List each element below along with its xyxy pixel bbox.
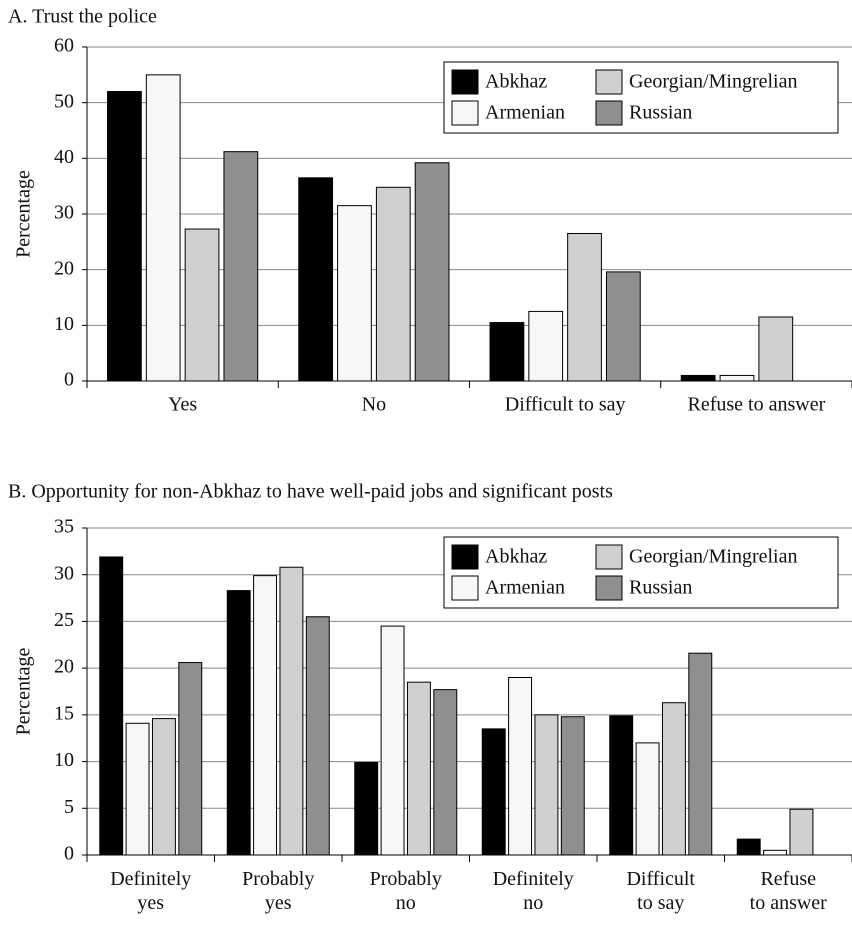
y-tick-label: 35 (54, 516, 74, 538)
bar (125, 722, 150, 856)
bar (99, 556, 124, 856)
legend-label: Russian (629, 577, 692, 599)
legend-swatch (595, 100, 623, 126)
bar (567, 232, 602, 382)
legend-swatch (451, 575, 479, 601)
y-tick-label: 5 (64, 796, 74, 818)
legend-box (443, 536, 839, 609)
bar (609, 715, 634, 856)
bar (305, 616, 330, 856)
y-axis-label: Percentage (13, 648, 35, 736)
y-tick-label: 40 (54, 146, 74, 168)
bar (661, 702, 686, 856)
x-tick-label: Yes (168, 394, 197, 416)
bar (298, 177, 334, 382)
bar (406, 681, 431, 856)
x-tick-label: No (362, 394, 386, 416)
y-tick-label: 10 (54, 749, 74, 771)
bar (481, 728, 506, 856)
x-tick-label: Definitely yes (110, 868, 191, 914)
y-tick-label: 20 (54, 656, 74, 678)
x-tick-label: Refuse to answer (688, 394, 826, 416)
bar (226, 590, 251, 856)
y-tick-label: 10 (54, 313, 74, 335)
bar (279, 566, 304, 856)
legend-box (443, 61, 839, 134)
bar (635, 742, 660, 856)
legend-swatch (595, 69, 623, 95)
bar (433, 689, 458, 856)
bar (528, 310, 564, 382)
bar (354, 762, 379, 856)
legend-label: Georgian/Mingrelian (629, 546, 797, 568)
bar (534, 714, 559, 856)
y-axis-label: Percentage (13, 170, 35, 258)
bar (380, 625, 405, 856)
bar (337, 205, 372, 382)
bar (107, 91, 142, 382)
bar (719, 374, 755, 382)
bar (508, 676, 533, 856)
bar (789, 808, 814, 856)
y-tick-label: 20 (54, 257, 74, 279)
legend-swatch (595, 544, 623, 570)
y-tick-label: 15 (54, 702, 74, 724)
legend-label: Abkhaz (485, 546, 547, 568)
chart-title: B. Opportunity for non-Abkhaz to have we… (8, 481, 613, 503)
bar (605, 271, 641, 382)
x-tick-label: Definitely no (493, 868, 574, 914)
bar (223, 151, 259, 382)
legend-label: Georgian/Mingrelian (629, 71, 797, 93)
legend-swatch (451, 544, 479, 570)
bar (680, 374, 716, 382)
chart-title: A. Trust the police (8, 6, 157, 28)
bar (375, 186, 411, 382)
bar (763, 849, 788, 856)
legend-swatch (595, 575, 623, 601)
bar (560, 716, 585, 856)
bar (688, 652, 713, 856)
y-tick-label: 30 (54, 202, 74, 224)
bar (184, 228, 220, 382)
x-tick-label: Refuse to answer (750, 868, 828, 914)
legend-label: Abkhaz (485, 71, 547, 93)
y-tick-label: 25 (54, 609, 74, 631)
legend-label: Russian (629, 102, 692, 124)
bar (489, 322, 525, 382)
y-tick-label: 0 (64, 369, 74, 391)
bar (253, 575, 278, 856)
y-tick-label: 50 (54, 90, 74, 112)
x-tick-label: Difficult to say (505, 394, 626, 416)
x-tick-label: Probably no (370, 868, 442, 914)
legend-swatch (451, 100, 479, 126)
x-tick-label: Probably yes (242, 868, 314, 914)
legend-label: Armenian (485, 102, 565, 124)
x-tick-label: Difficult to say (626, 868, 695, 914)
bar (151, 718, 176, 856)
bar (736, 838, 761, 856)
y-tick-label: 60 (54, 35, 74, 57)
bar (178, 662, 203, 856)
legend-label: Armenian (485, 577, 565, 599)
legend-swatch (451, 69, 479, 95)
bar (758, 316, 794, 382)
bar (414, 162, 450, 382)
bar (145, 74, 181, 382)
y-tick-label: 30 (54, 562, 74, 584)
y-tick-label: 0 (64, 843, 74, 865)
